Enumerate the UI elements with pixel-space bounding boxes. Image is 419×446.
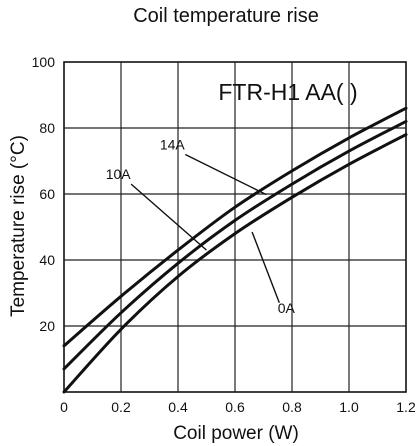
- x-tick-label: 0.8: [282, 399, 302, 415]
- y-tick-label: 20: [39, 318, 55, 334]
- annotation-14a-label: 14A: [160, 136, 186, 152]
- series-14a-line: [62, 106, 408, 348]
- model-label: FTR-H1 AA( ): [218, 79, 357, 105]
- tick-layer: 0 0.2 0.4 0.6 0.8 1.0 1.2 20 40 60 80 100: [32, 54, 416, 415]
- series-layer: [62, 106, 408, 394]
- series-10a-line: [62, 119, 408, 371]
- chart-title: Coil temperature rise: [133, 5, 319, 27]
- y-tick-label: 60: [39, 186, 55, 202]
- y-tick-label: 40: [39, 252, 55, 268]
- annotation-0a-leader: [251, 231, 280, 304]
- series-0a-line: [62, 133, 408, 394]
- y-tick-label: 100: [32, 54, 56, 70]
- annotation-layer: 14A 10A 0A: [106, 136, 296, 315]
- annotation-10a-leader: [130, 183, 207, 251]
- x-tick-label: 0.4: [168, 399, 188, 415]
- annotation-10a-label: 10A: [106, 166, 132, 182]
- x-tick-label: 0.6: [225, 399, 245, 415]
- y-tick-label: 80: [39, 120, 55, 136]
- x-tick-label: 1.2: [396, 399, 416, 415]
- x-axis-title: Coil power (W): [173, 423, 299, 444]
- x-tick-label: 0.2: [111, 399, 131, 415]
- annotation-14a-leader: [184, 153, 267, 196]
- x-tick-label: 0: [60, 399, 68, 415]
- annotation-0a-label: 0A: [278, 300, 296, 316]
- y-axis-title: Temperature rise (°C): [8, 135, 29, 317]
- x-tick-label: 1.0: [339, 399, 359, 415]
- grid: [63, 61, 407, 393]
